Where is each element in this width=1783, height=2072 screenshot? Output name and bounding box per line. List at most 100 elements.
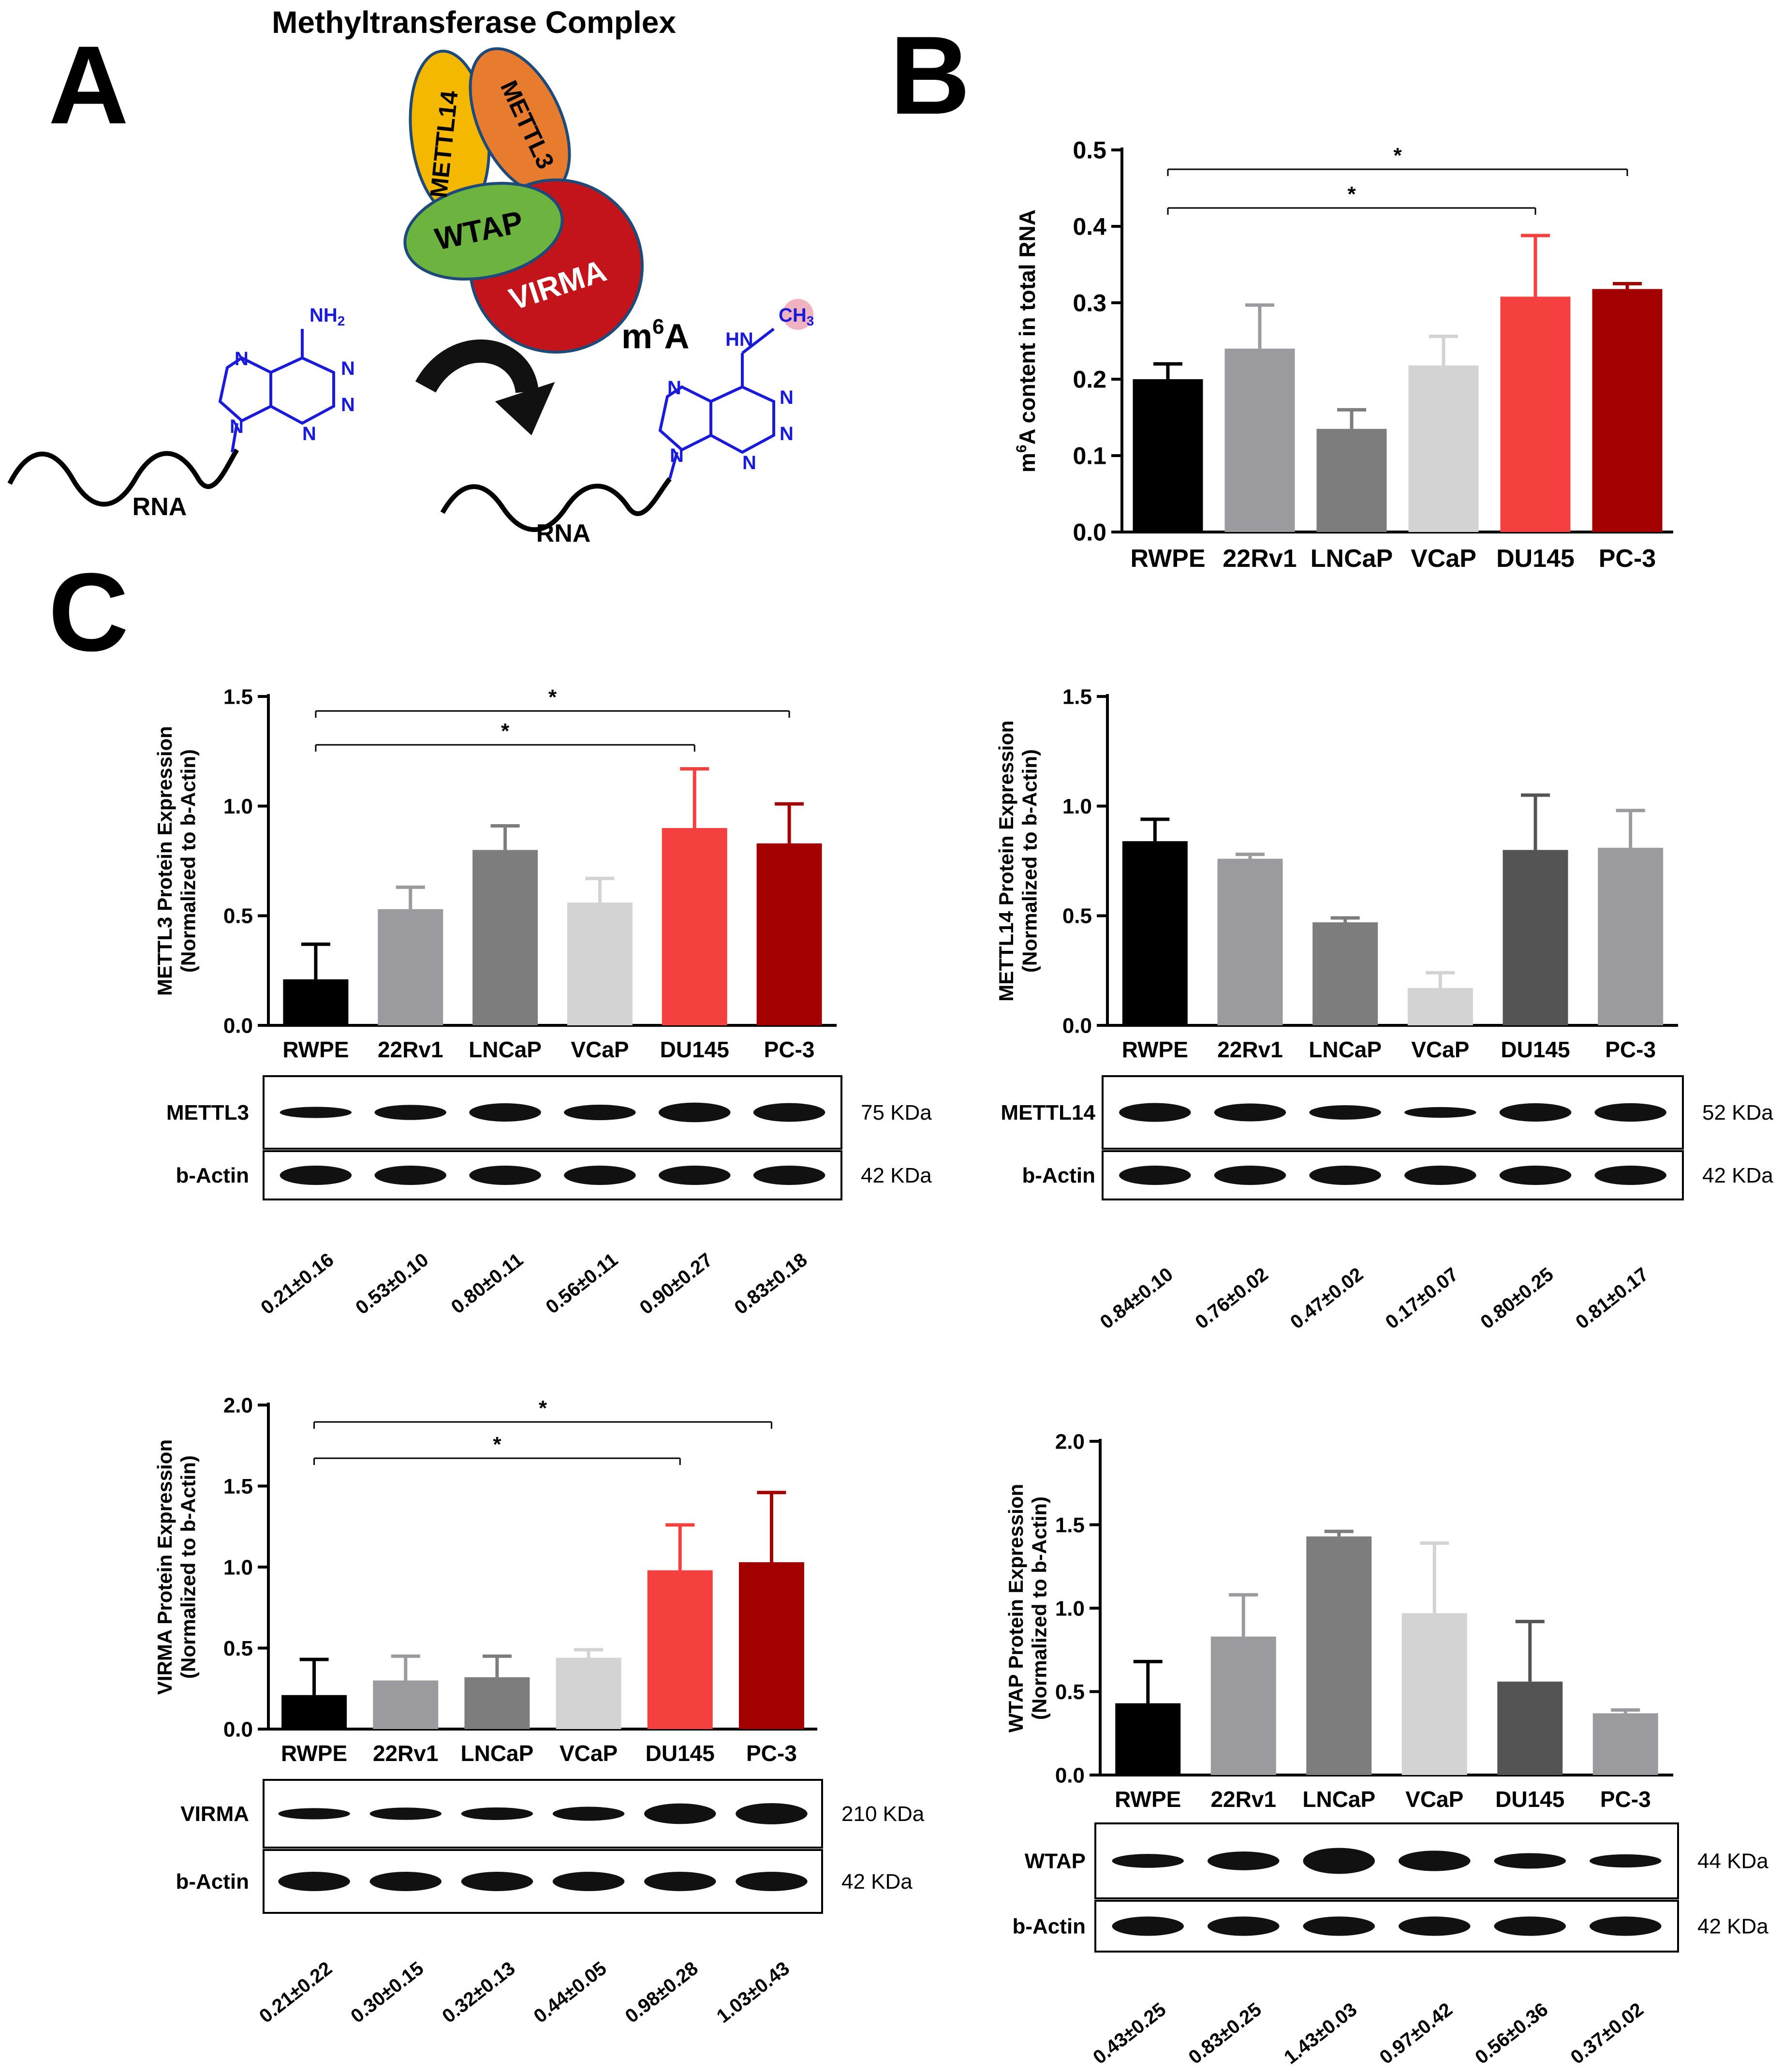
quantification-label: 0.98±0.28: [621, 1957, 702, 2027]
category-label: DU145: [1495, 1787, 1564, 1812]
svg-text:N: N: [780, 387, 794, 408]
category-label: VCaP: [1411, 545, 1476, 573]
actin-band: [552, 1872, 625, 1891]
quantification-label: 0.90±0.27: [636, 1249, 717, 1318]
quantification-label: 0.53±0.10: [352, 1249, 432, 1318]
blot-frame: [1102, 1075, 1684, 1150]
y-tick-label: 0.0: [1055, 1763, 1085, 1787]
panel-label-a: A: [48, 23, 129, 147]
protein-band: [1214, 1103, 1286, 1122]
bar: [472, 850, 538, 1025]
blot-control-kda: 42 KDa: [861, 1164, 932, 1187]
y-axis-label-line: METTL14 Protein Expression: [995, 720, 1017, 1001]
bar: [1224, 348, 1295, 532]
bar: [738, 1562, 804, 1729]
category-label: VCaP: [1411, 1037, 1469, 1062]
category-label: PC-3: [1605, 1037, 1656, 1062]
y-tick-label: 0.4: [1073, 213, 1106, 240]
y-tick-label: 0.3: [1073, 290, 1106, 317]
y-tick-label: 1.0: [1062, 795, 1092, 818]
blot-frame: [263, 1849, 823, 1914]
category-label: LNCaP: [461, 1741, 534, 1766]
actin-band: [1499, 1166, 1572, 1185]
significance-star: *: [493, 1433, 501, 1456]
blot-protein-kda: 75 KDa: [861, 1101, 932, 1125]
category-label: RWPE: [281, 1741, 347, 1766]
category-label: LNCaP: [1309, 1037, 1382, 1062]
methyl-highlight: [782, 299, 813, 330]
quantification-label: 0.97±0.42: [1376, 1998, 1457, 2068]
actin-band: [564, 1166, 636, 1185]
protein-band: [278, 1808, 350, 1820]
actin-band: [1303, 1916, 1375, 1936]
protein-band: [1590, 1854, 1662, 1868]
significance-star: *: [1393, 144, 1402, 167]
rna-strand-right: [440, 477, 672, 532]
actin-band: [469, 1166, 541, 1185]
actin-band: [1399, 1916, 1471, 1936]
svg-text:N: N: [670, 445, 684, 466]
bar: [556, 1658, 621, 1729]
protein-band: [1112, 1854, 1184, 1868]
quantification-label: 0.37±0.02: [1567, 1998, 1648, 2068]
blot-protein-label: METTL14: [1001, 1101, 1095, 1125]
category-label: 22Rv1: [1217, 1037, 1283, 1062]
panel-a-schematic: Methyltransferase Complex METTL14 METTL3…: [7, 5, 814, 548]
category-label: LNCaP: [469, 1037, 542, 1062]
actin-band: [461, 1872, 533, 1891]
actin-band: [659, 1166, 731, 1185]
category-label: DU145: [660, 1037, 729, 1062]
y-axis-label-line: (Normalized to b-Actin): [177, 749, 199, 973]
category-label: DU145: [1496, 545, 1575, 573]
bar: [1598, 847, 1664, 1025]
category-label: PC-3: [1599, 545, 1656, 573]
category-label: PC-3: [1600, 1787, 1651, 1812]
blot-protein-kda: 52 KDa: [1702, 1101, 1773, 1125]
y-tick-label: 1.0: [223, 795, 253, 818]
significance-star: *: [501, 719, 510, 743]
m6a-label: m6A: [621, 315, 690, 356]
blot-control-kda: 42 KDa: [1697, 1915, 1768, 1939]
bar: [1306, 1536, 1372, 1775]
actin-band: [278, 1872, 350, 1891]
actin-band: [1494, 1916, 1566, 1936]
panel-label-b: B: [890, 13, 970, 137]
blot-protein-label: METTL3: [166, 1101, 249, 1125]
protein-band: [753, 1103, 825, 1122]
chart-mettl14: 0.0 0.5 1.0 1.5 METTL14 Protein Expression(N…: [995, 685, 1773, 1333]
actin-band: [369, 1872, 442, 1891]
svg-text:N: N: [302, 423, 316, 444]
protein-band: [1119, 1103, 1191, 1122]
y-tick-label: 0.0: [1073, 519, 1106, 546]
methylation-arrow: [415, 339, 539, 394]
y-tick-label: 1.5: [1055, 1513, 1085, 1537]
category-label: RWPE: [282, 1037, 349, 1062]
category-label: LNCaP: [1302, 1787, 1375, 1812]
bar: [1407, 988, 1473, 1025]
y-tick-label: 0.5: [223, 1637, 253, 1660]
y-axis-label: m6A content in total RNA: [1014, 209, 1040, 473]
protein-band: [552, 1806, 625, 1821]
quantification-label: 0.17±0.07: [1382, 1263, 1462, 1333]
blot-frame: [1094, 1900, 1679, 1953]
bar: [1500, 296, 1571, 532]
quantification-label: 0.76±0.02: [1191, 1263, 1272, 1333]
y-tick-label: 0.5: [1062, 904, 1092, 928]
category-label: RWPE: [1115, 1787, 1181, 1812]
category-label: RWPE: [1130, 545, 1205, 573]
chart-virma: 0.0 0.5 1.0 1.5 2.0 VIRMA Protein Expression(…: [153, 1393, 925, 2027]
category-label: PC-3: [764, 1037, 815, 1062]
quantification-label: 0.44±0.05: [530, 1957, 611, 2027]
bar: [1312, 922, 1378, 1025]
protein-band: [564, 1105, 636, 1120]
bar: [1217, 858, 1283, 1025]
blot-control-label: b-Actin: [1012, 1915, 1086, 1939]
svg-text:N: N: [742, 452, 756, 474]
panel-label-c: C: [48, 550, 129, 674]
bar: [1592, 289, 1663, 532]
blot-frame: [1094, 1822, 1679, 1899]
y-tick-label: 0.0: [1062, 1014, 1092, 1037]
quantification-label: 0.56±0.11: [542, 1249, 622, 1318]
y-axis-label-part: m: [1015, 453, 1040, 473]
